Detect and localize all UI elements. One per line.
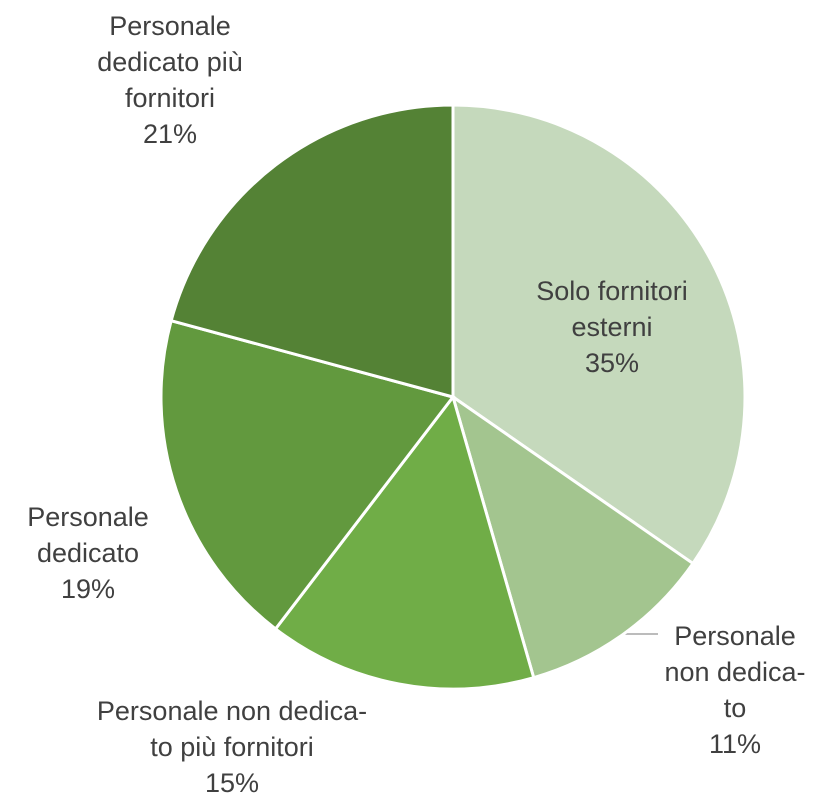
- value-label: 21%: [142, 119, 198, 149]
- pie-slice: [450, 393, 696, 680]
- pie-slice: [273, 393, 536, 691]
- pie-slice: [451, 103, 747, 566]
- slice-label: Personale dedicato 19%: [27, 499, 149, 607]
- slice-label: Personale non dedica- to più fornitori 15…: [97, 693, 367, 801]
- slice-label: Personale non dedica- to 11%: [664, 618, 805, 762]
- slice-label: Personale dedicato più fornitori 21%: [97, 8, 243, 152]
- category-label: Solo fornitori esterni: [536, 276, 688, 342]
- pie-slice: [159, 318, 456, 631]
- value-label: 19%: [60, 574, 116, 604]
- value-label: 15%: [204, 768, 260, 798]
- category-label: Personale dedicato: [27, 502, 149, 568]
- category-label: Personale non dedica- to: [664, 621, 806, 723]
- category-label: Personale non dedica- to più fornitori: [96, 696, 368, 762]
- value-label: 35%: [584, 348, 640, 378]
- value-label: 11%: [708, 729, 762, 759]
- pie-slice: [169, 103, 455, 399]
- category-label: Personale dedicato più fornitori: [97, 11, 243, 113]
- slice-label: Solo fornitori esterni 35%: [536, 273, 688, 381]
